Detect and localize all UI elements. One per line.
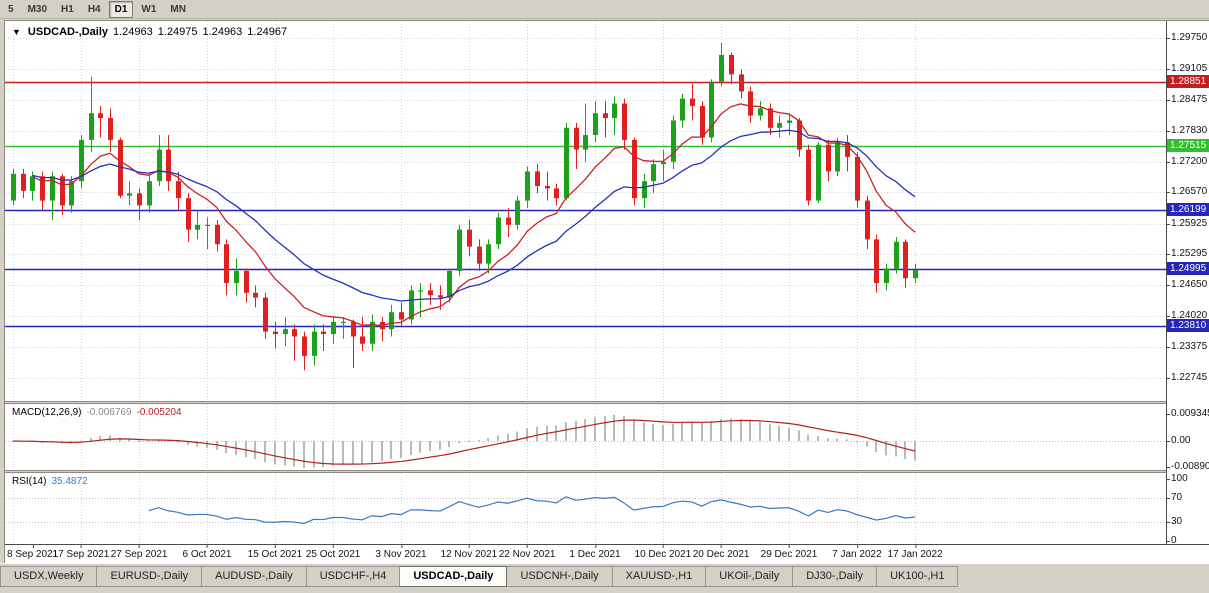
timeframe-button-5[interactable]: 5 bbox=[8, 3, 14, 15]
collapse-arrow-icon[interactable]: ▼ bbox=[12, 27, 21, 37]
tab-uk100-h1[interactable]: UK100-,H1 bbox=[877, 566, 959, 587]
price-axis-label: 1.28475 bbox=[1166, 94, 1208, 105]
date-axis-label: 20 Dec 2021 bbox=[692, 545, 750, 560]
rsi-value: 35.4872 bbox=[51, 476, 88, 487]
date-axis-label: 12 Nov 2021 bbox=[440, 545, 498, 560]
price-axis-label: 1.27200 bbox=[1166, 156, 1208, 167]
price-axis-label: 1.25295 bbox=[1166, 248, 1208, 259]
panel-separator[interactable] bbox=[5, 401, 1209, 404]
price-level-tag[interactable]: 1.28851 bbox=[1167, 75, 1209, 88]
date-axis-label: 3 Nov 2021 bbox=[375, 545, 427, 560]
macd-axis-label: -0.008902 bbox=[1166, 461, 1209, 473]
chart-window: ▼ USDCAD-,Daily 1.24963 1.24975 1.24963 1.249… bbox=[4, 20, 1209, 564]
price-axis-label: 1.23375 bbox=[1166, 341, 1208, 352]
price-axis-label: 1.29105 bbox=[1166, 63, 1208, 74]
rsi-name: RSI(14) bbox=[12, 476, 47, 487]
macd-axis-label: 0.00 bbox=[1166, 435, 1191, 446]
date-axis-label: 22 Nov 2021 bbox=[498, 545, 556, 560]
tab-usdx-weekly[interactable]: USDX,Weekly bbox=[0, 566, 98, 587]
timeframe-button-h1[interactable]: H1 bbox=[61, 3, 74, 15]
timeframe-button-m30[interactable]: M30 bbox=[27, 3, 48, 15]
price-axis-label: 1.26570 bbox=[1166, 186, 1208, 197]
date-axis-label: 17 Jan 2022 bbox=[887, 545, 943, 560]
timeframe-button-d1[interactable]: D1 bbox=[108, 0, 134, 18]
price-level-tag[interactable]: 1.27515 bbox=[1167, 139, 1209, 152]
macd-label: MACD(12,26,9) -0.006769 -0.005204 bbox=[12, 407, 187, 418]
date-axis-label: 1 Dec 2021 bbox=[569, 545, 621, 560]
rsi-axis-label: 100 bbox=[1167, 473, 1188, 484]
tab-audusd-daily[interactable]: AUDUSD-,Daily bbox=[202, 566, 307, 587]
timeframe-button-h4[interactable]: H4 bbox=[87, 3, 101, 15]
date-axis-label: 15 Oct 2021 bbox=[247, 545, 303, 560]
macd-axis-label: 0.009345 bbox=[1167, 408, 1209, 420]
tab-ukoil-daily[interactable]: UKOil-,Daily bbox=[706, 566, 794, 587]
rsi-label: RSI(14) 35.4872 bbox=[12, 476, 93, 487]
date-axis-label: 27 Sep 2021 bbox=[110, 545, 168, 560]
rsi-axis-label: 70 bbox=[1166, 492, 1183, 503]
rsi-axis-label: 30 bbox=[1166, 516, 1183, 527]
ohlc-open: 1.24963 bbox=[113, 26, 153, 38]
ohlc-high: 1.24975 bbox=[157, 26, 198, 38]
timeframe-toolbar: 5 M30 H1 H4 D1 W1 MN bbox=[0, 0, 1209, 19]
price-level-tag[interactable]: 1.24995 bbox=[1167, 262, 1209, 275]
price-axis-label: 1.22745 bbox=[1166, 372, 1208, 383]
price-chart-canvas[interactable] bbox=[5, 21, 1166, 544]
date-axis[interactable]: 8 Sep 2021 17 Sep 2021 27 Sep 2021 6 Oct 20… bbox=[5, 544, 1209, 564]
ohlc-close: 1.24967 bbox=[247, 26, 288, 38]
price-axis-label: 1.24650 bbox=[1166, 279, 1208, 290]
chart-tabbar: USDX,Weekly EURUSD-,Daily AUDUSD-,Daily USD… bbox=[0, 563, 1209, 593]
price-axis-label: 1.24020 bbox=[1166, 310, 1208, 321]
rsi-axis-label: 0 bbox=[1167, 535, 1177, 546]
tab-usdcad-daily[interactable]: USDCAD-,Daily bbox=[400, 566, 508, 587]
date-axis-label: 29 Dec 2021 bbox=[760, 545, 818, 560]
price-axis-label: 1.25925 bbox=[1166, 218, 1208, 229]
date-axis-label: 10 Dec 2021 bbox=[634, 545, 692, 560]
macd-main-value: -0.006769 bbox=[86, 407, 132, 418]
price-level-tag[interactable]: 1.26199 bbox=[1167, 203, 1209, 216]
price-axis[interactable]: 1.29750 1.29105 1.28475 1.27830 1.27200 1.265… bbox=[1166, 21, 1209, 546]
date-axis-label: 17 Sep 2021 bbox=[52, 545, 110, 560]
price-axis-label: 1.27830 bbox=[1166, 125, 1208, 136]
date-axis-label: 25 Oct 2021 bbox=[305, 545, 361, 560]
macd-signal-value: -0.005204 bbox=[136, 407, 182, 418]
chart-symbol-label: USDCAD-,Daily bbox=[27, 26, 108, 38]
macd-name: MACD(12,26,9) bbox=[12, 407, 82, 418]
tab-dj30-daily[interactable]: DJ30-,Daily bbox=[793, 566, 878, 587]
timeframe-button-w1[interactable]: W1 bbox=[141, 3, 157, 15]
price-level-tag[interactable]: 1.23810 bbox=[1167, 319, 1209, 332]
date-axis-label: 6 Oct 2021 bbox=[182, 545, 232, 560]
panel-separator[interactable] bbox=[5, 470, 1209, 473]
ohlc-low: 1.24963 bbox=[202, 26, 243, 38]
tab-eurusd-daily[interactable]: EURUSD-,Daily bbox=[97, 566, 203, 587]
tab-usdcnh-daily[interactable]: USDCNH-,Daily bbox=[507, 566, 613, 587]
tab-xauusd-h1[interactable]: XAUUSD-,H1 bbox=[612, 566, 707, 587]
tab-usdchf-h4[interactable]: USDCHF-,H4 bbox=[306, 566, 401, 587]
chart-title: ▼ USDCAD-,Daily 1.24963 1.24975 1.24963 1.249… bbox=[12, 26, 292, 38]
price-axis-label: 1.29750 bbox=[1166, 32, 1208, 43]
date-axis-label: 7 Jan 2022 bbox=[832, 545, 882, 560]
date-axis-label: 8 Sep 2021 bbox=[7, 545, 59, 560]
timeframe-button-mn[interactable]: MN bbox=[170, 3, 186, 15]
